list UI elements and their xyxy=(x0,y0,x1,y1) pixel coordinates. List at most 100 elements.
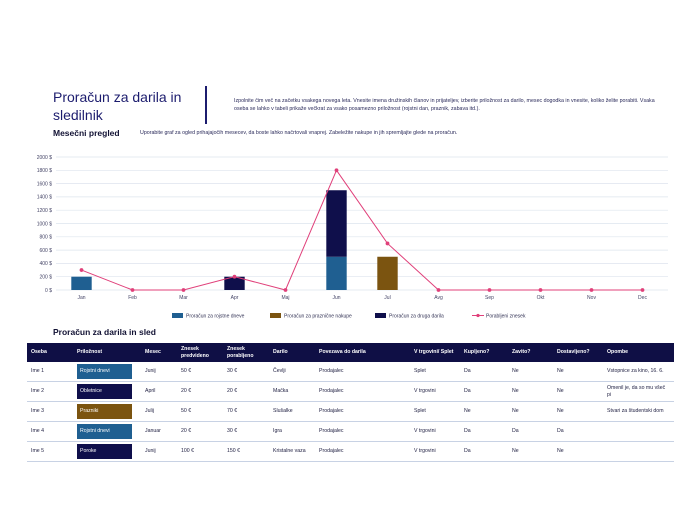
cell-dostavljeno[interactable]: Ne xyxy=(553,362,603,382)
y-tick-label: 0 $ xyxy=(45,288,52,294)
cell-porabljeno[interactable]: 30 € xyxy=(223,362,269,382)
occasion-badge: Prazniki xyxy=(77,404,132,419)
cell-mesec[interactable]: Januar xyxy=(141,421,177,442)
col-zavito[interactable]: Zavito? xyxy=(512,349,531,355)
cell-opombe[interactable]: Vstopnice za kino, 16. 6. xyxy=(603,362,674,382)
col-mesec[interactable]: Mesec xyxy=(145,349,161,355)
cell-darilo[interactable]: Mačka xyxy=(269,381,315,402)
cell-trgovina[interactable]: V trgovini xyxy=(410,441,460,462)
page-title: Proračun za darila in sledilnik xyxy=(53,89,182,123)
cell-porabljeno[interactable]: 150 € xyxy=(223,441,269,462)
cell-kupljeno[interactable]: Da xyxy=(460,362,508,382)
col-trgovina-splet[interactable]: V trgovini/ Splet xyxy=(414,349,454,355)
cell-mesec[interactable]: Junij xyxy=(141,441,177,462)
cell-dostavljeno[interactable]: Ne xyxy=(553,441,603,462)
cell-zavito[interactable]: Ne xyxy=(508,401,553,422)
cell-priloznost[interactable]: Poroke xyxy=(73,441,141,462)
monthly-overview-heading: Mesečni pregled xyxy=(53,128,120,138)
col-kupljeno[interactable]: Kupljeno? xyxy=(464,349,490,355)
cell-kupljeno[interactable]: Da xyxy=(460,421,508,442)
legend-swatch xyxy=(270,313,281,318)
x-tick-label: Jul xyxy=(384,295,390,301)
cell-porabljeno[interactable]: 20 € xyxy=(223,381,269,402)
cell-povezava[interactable]: Prodajalec xyxy=(315,362,410,382)
cell-povezava[interactable]: Prodajalec xyxy=(315,441,410,462)
cell-opombe[interactable]: Stvari za študentski dom xyxy=(603,401,674,422)
spent-point xyxy=(130,288,135,292)
cell-oseba[interactable]: Ime 4 xyxy=(27,421,73,442)
cell-trgovina[interactable]: V trgovini xyxy=(410,381,460,402)
y-tick-label: 200 $ xyxy=(39,275,52,281)
cell-predvideno[interactable]: 100 € xyxy=(177,441,223,462)
cell-darilo[interactable]: Igra xyxy=(269,421,315,442)
occasion-badge: Obletnice xyxy=(77,384,132,399)
table-row: Ime 2 Obletnice April 20 €20 € Mačka Prodajal… xyxy=(27,381,674,402)
cell-opombe[interactable] xyxy=(603,421,674,442)
cell-kupljeno[interactable]: Da xyxy=(460,441,508,462)
cell-darilo[interactable]: Čevlji xyxy=(269,362,315,382)
cell-oseba[interactable]: Ime 5 xyxy=(27,441,73,462)
col-darilo[interactable]: Darilo xyxy=(273,349,288,355)
chart-description: Uporabite graf za ogled prihajajočih mes… xyxy=(140,130,458,136)
cell-zavito[interactable]: Ne xyxy=(508,441,553,462)
cell-priloznost[interactable]: Prazniki xyxy=(73,401,141,422)
col-opombe[interactable]: Opombe xyxy=(607,349,629,355)
cell-oseba[interactable]: Ime 3 xyxy=(27,401,73,422)
table-row: Ime 4 Rojstni dnevi Januar 20 €30 € Igra Prod… xyxy=(27,421,674,442)
col-oseba[interactable]: Oseba xyxy=(31,349,47,355)
spent-point xyxy=(79,268,84,272)
bar-birthday xyxy=(326,256,347,290)
cell-mesec[interactable]: April xyxy=(141,381,177,402)
cell-zavito[interactable]: Ne xyxy=(508,362,553,382)
cell-predvideno[interactable]: 50 € xyxy=(177,401,223,422)
col-znesek-predvideno[interactable]: Znesek predvideno xyxy=(181,345,209,359)
cell-predvideno[interactable]: 50 € xyxy=(177,362,223,382)
table-header-row: Oseba Priložnost Mesec Znesek predvideno… xyxy=(27,343,674,362)
col-povezava[interactable]: Povezava do darila xyxy=(319,349,366,355)
cell-povezava[interactable]: Prodajalec xyxy=(315,381,410,402)
legend-label: Proračun za rojstne dneve xyxy=(186,314,245,320)
cell-kupljeno[interactable]: Da xyxy=(460,381,508,402)
x-tick-label: Okt xyxy=(537,295,545,301)
cell-mesec[interactable]: Junij xyxy=(141,362,177,382)
cell-oseba[interactable]: Ime 2 xyxy=(27,381,73,402)
bar-birthday xyxy=(71,276,92,290)
x-tick-label: Nov xyxy=(587,295,596,301)
y-tick-label: 600 $ xyxy=(39,248,52,254)
cell-predvideno[interactable]: 20 € xyxy=(177,381,223,402)
spent-line xyxy=(81,169,643,291)
cell-opombe[interactable]: Omenil je, da so mu všeč pi xyxy=(603,381,674,402)
cell-zavito[interactable]: Ne xyxy=(508,381,553,402)
cell-povezava[interactable]: Prodajalec xyxy=(315,421,410,442)
cell-trgovina[interactable]: Splet xyxy=(410,401,460,422)
cell-priloznost[interactable]: Obletnice xyxy=(73,381,141,402)
cell-povezava[interactable]: Prodajalec xyxy=(315,401,410,422)
cell-oseba[interactable]: Ime 1 xyxy=(27,362,73,382)
y-tick-label: 1400 $ xyxy=(37,195,53,201)
col-znesek-porabljeno[interactable]: Znesek porabljeno xyxy=(227,345,254,359)
bar-holiday xyxy=(377,256,398,290)
cell-porabljeno[interactable]: 70 € xyxy=(223,401,269,422)
cell-darilo[interactable]: Kristalne vaza xyxy=(269,441,315,462)
cell-kupljeno[interactable]: Ne xyxy=(460,401,508,422)
cell-darilo[interactable]: Slušalke xyxy=(269,401,315,422)
cell-dostavljeno[interactable]: Ne xyxy=(553,381,603,402)
cell-priloznost[interactable]: Rojstni dnevi xyxy=(73,362,141,382)
cell-porabljeno[interactable]: 30 € xyxy=(223,421,269,442)
tracker-heading: Proračun za darila in sled xyxy=(53,327,156,337)
cell-dostavljeno[interactable]: Da xyxy=(553,421,603,442)
cell-opombe[interactable] xyxy=(603,441,674,462)
spent-point xyxy=(487,288,492,292)
cell-trgovina[interactable]: Splet xyxy=(410,362,460,382)
cell-priloznost[interactable]: Rojstni dnevi xyxy=(73,421,141,442)
cell-predvideno[interactable]: 20 € xyxy=(177,421,223,442)
cell-zavito[interactable]: Da xyxy=(508,421,553,442)
col-dostavljeno[interactable]: Dostavljeno? xyxy=(557,349,590,355)
spent-point xyxy=(181,288,186,292)
legend-label: Porabljeni znesek xyxy=(486,314,526,320)
spent-point xyxy=(334,168,339,173)
col-priloznost[interactable]: Priložnost xyxy=(77,349,103,355)
cell-dostavljeno[interactable]: Ne xyxy=(553,401,603,422)
cell-trgovina[interactable]: V trgovini xyxy=(410,421,460,442)
cell-mesec[interactable]: Julij xyxy=(141,401,177,422)
